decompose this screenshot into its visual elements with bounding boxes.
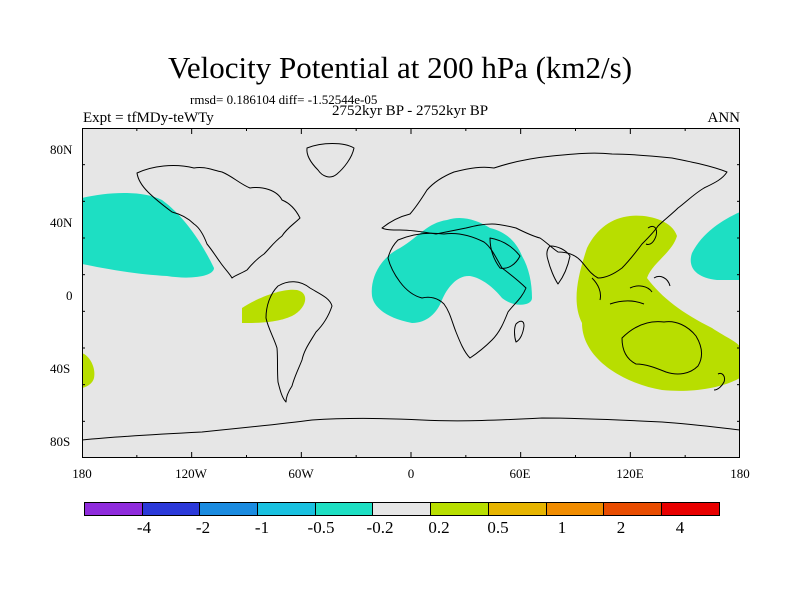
colorbar-label: -0.5: [307, 518, 335, 537]
colorbar-box: [430, 502, 489, 516]
colorbar-label: 0.2: [428, 518, 450, 537]
coast-japan: [645, 225, 657, 245]
colorbar-box: [84, 502, 143, 516]
field-north-pacific-negative: [82, 193, 214, 278]
x-tick-0: 0: [407, 466, 415, 481]
colorbar-label: 1: [557, 518, 567, 537]
colorbar-box: [199, 502, 259, 516]
y-tick-80s: 80S: [50, 434, 71, 449]
stats-text: rmsd= 0.186104 diff= -1.52544e-05: [190, 92, 378, 107]
coast-madagascar: [514, 320, 525, 343]
season-label: ANN: [707, 110, 741, 126]
colorbar-box: [141, 502, 201, 516]
colorbar-label: -1: [254, 518, 270, 537]
colorbar-box: [257, 502, 316, 516]
coast-australia: [621, 321, 703, 375]
coast-greenland: [306, 143, 355, 178]
colorbar-box: [314, 502, 374, 516]
colorbar-box: [603, 502, 662, 516]
axis-ticks: [82, 128, 740, 458]
colorbar-label: -2: [195, 518, 211, 537]
colorbar-label: 2: [616, 518, 626, 537]
coast-india: [546, 245, 571, 285]
coast-north-america: [136, 165, 301, 279]
field-africa-negative: [371, 217, 532, 323]
colorbar: [84, 502, 720, 516]
y-tick-40n: 40N: [50, 215, 73, 230]
field-west-pacific-negative: [690, 212, 740, 280]
coast-southeast-asia: [591, 275, 671, 305]
colorbar-box: [545, 502, 605, 516]
x-tick-60w: 60W: [288, 466, 314, 481]
x-tick-180e: 180: [730, 466, 750, 481]
x-tick-120e: 120E: [616, 466, 644, 481]
coastlines: [82, 143, 740, 441]
x-tick-120w: 120W: [175, 466, 207, 481]
colorbar-box: [660, 502, 720, 516]
shaded-fields: [82, 193, 740, 391]
y-tick-0: 0: [66, 288, 73, 303]
colorbar-label: 0.5: [487, 518, 509, 537]
field-south-america-positive: [242, 289, 306, 323]
y-tick-80n: 80N: [50, 142, 73, 157]
colorbar-box: [372, 502, 432, 516]
coast-arabia: [489, 237, 521, 269]
coast-new-zealand: [713, 373, 725, 391]
period-label: 2752kyr BP - 2752kyr BP: [331, 103, 489, 119]
x-tick-180w: 180: [72, 466, 92, 481]
field-south-atlantic-positive: [82, 353, 95, 388]
y-tick-40s: 40S: [50, 361, 71, 376]
x-tick-60e: 60E: [509, 466, 531, 481]
coast-south-america: [265, 281, 333, 403]
experiment-label: Expt = tfMDy-teWTy: [83, 110, 214, 126]
colorbar-label: -0.2: [366, 518, 394, 537]
world-map: [82, 128, 740, 458]
colorbar-label: -4: [136, 518, 152, 537]
coast-africa: [387, 232, 527, 359]
colorbar-label: 4: [675, 518, 685, 537]
coast-antarctica: [82, 417, 740, 441]
field-indo-pacific-positive: [576, 215, 740, 391]
map-title: Velocity Potential at 200 hPa (km2/s): [167, 50, 633, 85]
colorbar-box: [487, 502, 547, 516]
coast-eurasia: [381, 152, 728, 279]
